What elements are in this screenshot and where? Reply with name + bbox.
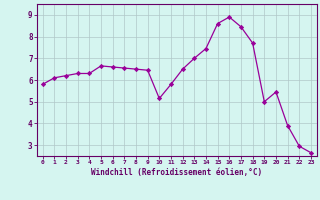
X-axis label: Windchill (Refroidissement éolien,°C): Windchill (Refroidissement éolien,°C) [91, 168, 262, 177]
